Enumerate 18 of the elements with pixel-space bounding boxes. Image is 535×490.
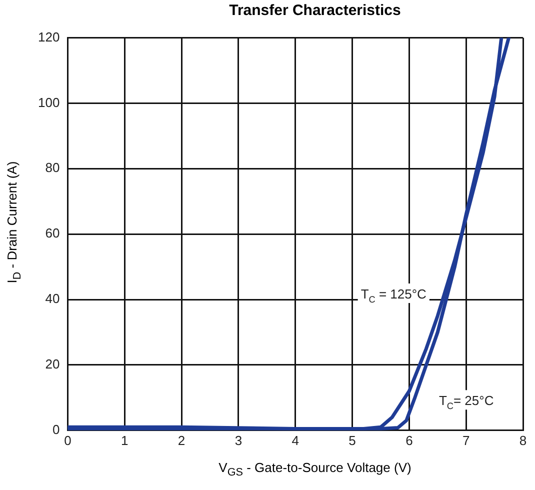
x-tick-label: 6: [406, 432, 413, 448]
x-tick-label: 7: [462, 432, 470, 448]
x-tick-label: 3: [234, 432, 242, 448]
x-tick-label: 1: [120, 432, 128, 448]
x-axis-title: V$_{GS}$ - Gate-to-Source Voltage (V): [218, 460, 412, 479]
y-tick-label: 20: [45, 356, 60, 372]
x-tick-label: 2: [178, 432, 186, 448]
x-tick-label: 4: [292, 432, 299, 448]
x-tick-label: 8: [519, 432, 527, 448]
x-tick-label: 5: [348, 432, 356, 448]
y-tick-label: 120: [38, 29, 60, 44]
chart-title: Transfer Characteristics: [228, 2, 402, 19]
y-tick-label: 60: [45, 226, 60, 241]
y-tick-label: 100: [38, 94, 60, 110]
x-tick-label: 0: [64, 432, 72, 448]
y-tick-label: 80: [45, 160, 60, 176]
y-tick-label: 40: [45, 291, 60, 306]
y-tick-label: 0: [52, 422, 60, 437]
